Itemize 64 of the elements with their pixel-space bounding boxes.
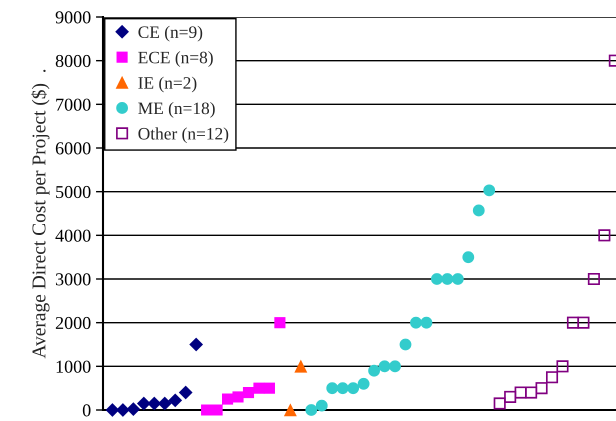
point xyxy=(158,396,172,410)
point xyxy=(347,382,360,394)
point xyxy=(242,386,254,398)
point xyxy=(189,338,203,352)
point xyxy=(116,403,130,417)
point xyxy=(514,386,527,399)
point xyxy=(378,360,390,372)
point xyxy=(222,394,234,405)
y-tick-label: 9000 xyxy=(56,11,91,24)
point xyxy=(400,338,412,350)
point xyxy=(462,251,474,264)
point xyxy=(326,382,338,394)
point xyxy=(264,382,275,394)
point xyxy=(284,404,297,416)
legend-label: Other (n=12) xyxy=(138,127,228,144)
point xyxy=(253,382,265,394)
legend-label: IE (n=2) xyxy=(138,76,196,92)
point xyxy=(294,360,308,373)
point xyxy=(588,272,600,286)
point xyxy=(494,397,506,410)
point xyxy=(546,371,558,384)
point xyxy=(452,273,464,285)
point xyxy=(483,184,496,196)
point xyxy=(358,378,370,390)
y-tick-label: 5000 xyxy=(56,186,91,198)
y-tick-label: 6000 xyxy=(56,142,91,154)
point xyxy=(556,360,569,372)
point xyxy=(430,273,443,285)
legend-label: ME (n=18) xyxy=(138,102,215,118)
point xyxy=(577,316,590,329)
point xyxy=(212,404,223,416)
point xyxy=(536,382,548,394)
point xyxy=(274,317,286,328)
point xyxy=(201,404,212,416)
point xyxy=(126,402,140,416)
point xyxy=(148,396,162,410)
y-axis-title: Average Direct Cost per Project ($) . xyxy=(31,70,50,358)
y-tick-label: 2000 xyxy=(56,316,91,330)
point xyxy=(472,204,485,216)
point xyxy=(525,386,538,399)
point xyxy=(305,404,318,416)
point xyxy=(232,391,244,402)
point xyxy=(178,386,192,400)
point xyxy=(168,394,182,408)
y-tick-label: 4000 xyxy=(55,230,91,242)
y-tick-label: 7000 xyxy=(56,98,91,111)
point xyxy=(316,400,328,412)
y-tick-label: 1000 xyxy=(56,360,91,373)
y-tick-label: 3000 xyxy=(56,273,91,286)
point xyxy=(389,360,401,372)
point xyxy=(504,390,516,403)
point xyxy=(410,316,422,329)
point xyxy=(598,229,610,242)
point xyxy=(566,316,580,329)
legend-label: ECE (n=8) xyxy=(138,51,213,67)
y-tick-label: 0 xyxy=(82,404,91,416)
y-tick-label: 8000 xyxy=(56,54,91,68)
point xyxy=(368,364,380,377)
point xyxy=(420,316,432,329)
legend-label: CE (n=9) xyxy=(138,26,202,42)
point xyxy=(137,396,151,410)
point xyxy=(106,403,120,417)
point xyxy=(441,273,454,285)
point xyxy=(336,382,349,394)
